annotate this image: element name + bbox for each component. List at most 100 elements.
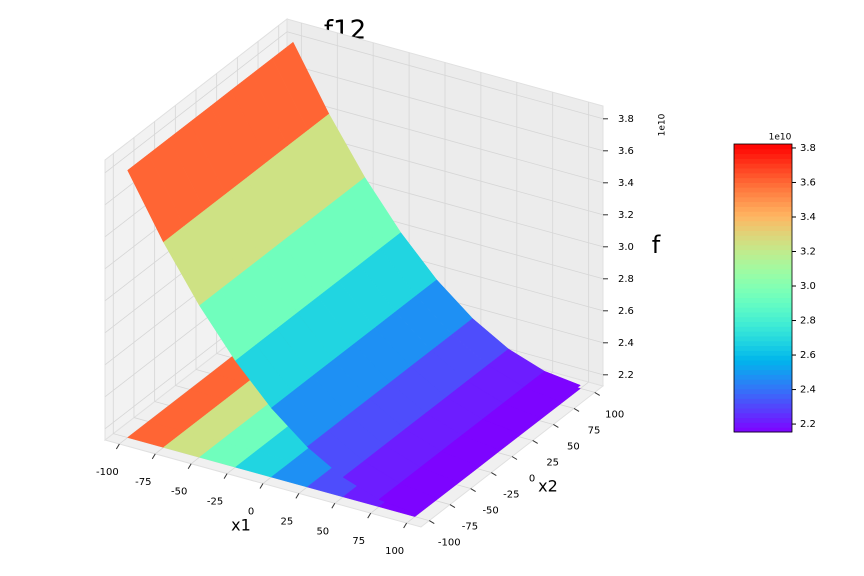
grid-line (286, 63, 604, 152)
colorbar-band (734, 216, 792, 222)
colorbar-band (734, 403, 792, 409)
z-tick-label: 2.4 (618, 338, 634, 349)
y-tick (532, 440, 538, 444)
colorbar-band (734, 364, 792, 371)
colorbar-band (734, 163, 792, 169)
colorbar-band (734, 388, 792, 395)
colorbar-band (734, 201, 792, 207)
z-tick-label: 3.6 (618, 146, 634, 157)
colorbar-band (734, 340, 792, 347)
colorbar-tick-label: 2.2 (800, 419, 816, 430)
y-tick-label: 100 (605, 409, 624, 420)
colorbar-band (734, 264, 792, 270)
y-tick-label: 0 (529, 474, 535, 485)
y-tick-label: -25 (503, 490, 519, 501)
colorbar-tick-label: 2.8 (800, 316, 816, 327)
colorbar-band (734, 182, 792, 188)
colorbar-band (734, 360, 792, 366)
y-tick (429, 520, 435, 525)
colorbar-band (734, 350, 792, 356)
z-tick-label: 3.0 (618, 242, 634, 253)
colorbar-band (734, 249, 792, 255)
x-tick-label: 25 (281, 516, 294, 527)
colorbar-band (734, 417, 792, 423)
colorbar-band (734, 240, 792, 246)
y-tick-label: 25 (546, 457, 559, 468)
x-tick (115, 443, 120, 450)
colorbar-band (734, 321, 792, 327)
y-tick (470, 488, 476, 492)
colorbar-band (734, 292, 792, 299)
x-tick (259, 483, 264, 489)
x-tick (367, 512, 372, 519)
x-tick-label: 50 (316, 526, 329, 537)
x-tick-label: 0 (248, 507, 254, 518)
y-tick (553, 424, 559, 428)
colorbar-band (734, 230, 792, 236)
colorbar-band (734, 398, 792, 404)
colorbar-band (734, 408, 792, 414)
z-tick-label: 2.8 (618, 274, 634, 285)
colorbar-band (734, 196, 792, 203)
colorbar-band (734, 206, 792, 212)
x-tick-label: 75 (352, 536, 365, 547)
colorbar-band (734, 268, 792, 275)
z-axis-label: f (652, 231, 661, 259)
colorbar-band (734, 326, 792, 332)
colorbar-band (734, 336, 792, 342)
colorbar-band (734, 278, 792, 284)
x-tick (403, 522, 408, 529)
x-tick (187, 463, 192, 469)
colorbar-band (734, 369, 792, 375)
y-tick-label: -100 (438, 538, 461, 549)
z-tick-label: 3.2 (618, 210, 634, 221)
colorbar-tick-label: 3.4 (800, 212, 816, 223)
colorbar-band (734, 379, 792, 385)
y-tick (511, 456, 518, 460)
colorbar-tick-label: 2.6 (800, 350, 816, 361)
colorbar-band (734, 288, 792, 294)
x-tick-label: -50 (171, 487, 187, 498)
colorbar-band (734, 427, 792, 433)
colorbar-band (734, 153, 792, 159)
colorbar-band (734, 283, 792, 289)
colorbar-band (734, 422, 792, 428)
colorbar-offset-label: 1e10 (769, 133, 792, 143)
colorbar-band (734, 220, 792, 227)
colorbar-band (734, 225, 792, 231)
colorbar-tick-label: 3.2 (800, 247, 816, 258)
y-tick-label: 75 (588, 425, 601, 436)
x-tick-label: -25 (207, 497, 223, 508)
y-tick (594, 391, 600, 396)
x-tick-label: 100 (385, 546, 404, 557)
colorbar-band (734, 412, 792, 419)
colorbar-band (734, 244, 792, 251)
x-tick-label: -100 (96, 467, 119, 478)
colorbar-tick-label: 3.8 (800, 143, 816, 154)
colorbar-band (734, 316, 792, 323)
x-tick (331, 503, 336, 509)
colorbar-tick-label: 2.4 (800, 385, 816, 396)
colorbar-band (734, 144, 792, 150)
colorbar-band (734, 374, 792, 380)
colorbar-band (734, 302, 792, 308)
z-tick-label: 2.6 (618, 306, 634, 317)
x-tick (295, 493, 300, 499)
y-tick (491, 472, 497, 476)
grid-line (286, 31, 604, 120)
z-offset-label: 1e10 (658, 113, 668, 136)
grid-line (104, 31, 288, 174)
colorbar-band (734, 172, 792, 179)
x-tick (151, 453, 156, 460)
z-tick-label: 2.2 (618, 370, 634, 381)
colorbar-band (734, 259, 792, 265)
x-axis-label: x1 (231, 516, 251, 535)
y-tick (573, 408, 580, 412)
colorbar-band (734, 345, 792, 351)
y-tick (449, 504, 456, 508)
colorbar-band (734, 307, 792, 313)
colorbar-band (734, 331, 792, 337)
colorbar-band (734, 148, 792, 155)
y-tick-label: -75 (462, 522, 478, 533)
